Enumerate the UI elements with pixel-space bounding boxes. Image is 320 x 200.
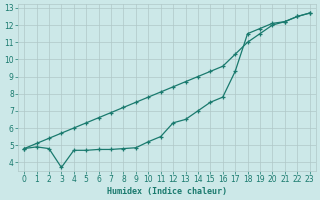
X-axis label: Humidex (Indice chaleur): Humidex (Indice chaleur) (107, 187, 227, 196)
